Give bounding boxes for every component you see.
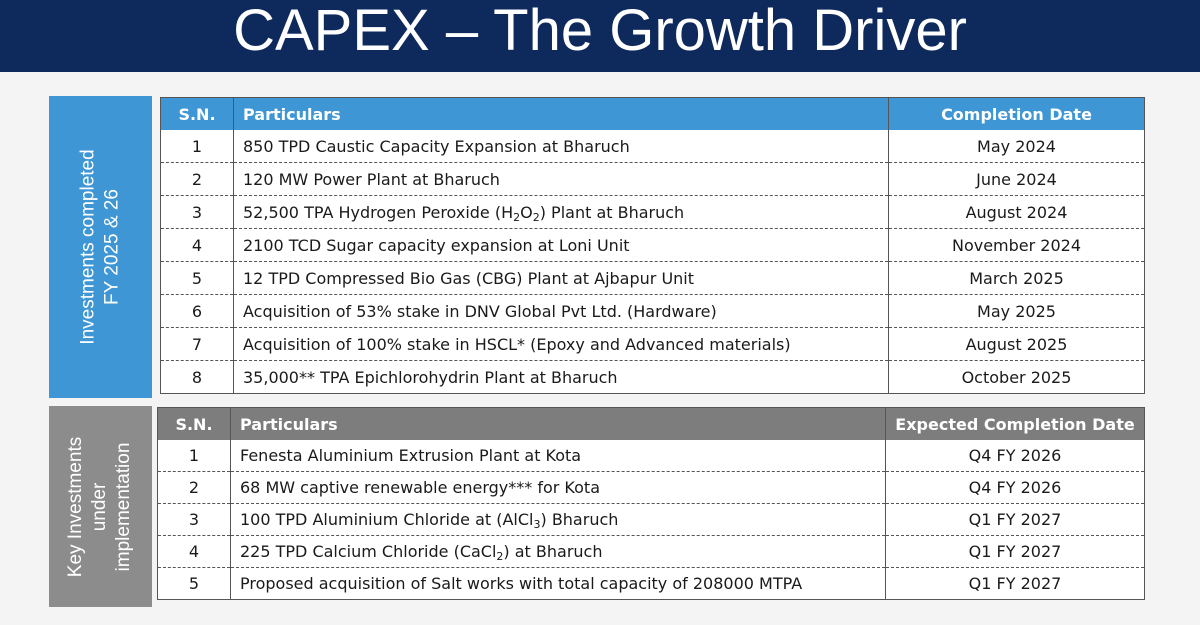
row-date: March 2025 [888, 261, 1145, 295]
row-particulars: Fenesta Aluminium Extrusion Plant at Kot… [230, 440, 886, 472]
slide-title: CAPEX – The Growth Driver [0, 0, 1200, 72]
row-particulars: 2100 TCD Sugar capacity expansion at Lon… [233, 228, 889, 262]
completed-label-line1: Investments completed [77, 149, 99, 345]
row-sn: 1 [157, 440, 231, 472]
row-sn: 3 [157, 503, 231, 536]
table-row: 6 Acquisition of 53% stake in DNV Global… [160, 294, 1145, 328]
row-particulars: 120 MW Power Plant at Bharuch [233, 162, 889, 196]
row-sn: 2 [157, 471, 231, 504]
table-row: 2 120 MW Power Plant at Bharuch June 202… [160, 162, 1145, 196]
table-row: 5 12 TPD Compressed Bio Gas (CBG) Plant … [160, 261, 1145, 295]
row-sn: 2 [160, 162, 234, 196]
implementation-investments-table: S.N. Particulars Expected Completion Dat… [157, 407, 1145, 600]
row-date: August 2024 [888, 195, 1145, 229]
row-date: Q1 FY 2027 [885, 535, 1145, 568]
implementation-label-line1: Key Investments [65, 436, 87, 577]
row-sn: 7 [160, 327, 234, 361]
row-sn: 4 [157, 535, 231, 568]
row-particulars: 35,000** TPA Epichlorohydrin Plant at Bh… [233, 360, 889, 394]
table-row: 1 850 TPD Caustic Capacity Expansion at … [160, 130, 1145, 163]
row-particulars: 12 TPD Compressed Bio Gas (CBG) Plant at… [233, 261, 889, 295]
table-header-row: S.N. Particulars Completion Date [160, 97, 1145, 130]
row-date: Q4 FY 2026 [885, 440, 1145, 472]
row-date: November 2024 [888, 228, 1145, 262]
row-particulars: 225 TPD Calcium Chloride (CaCl2) at Bhar… [230, 535, 886, 568]
implementation-label-line3: implementation [113, 442, 135, 571]
row-sn: 5 [157, 567, 231, 600]
table-row: 4 225 TPD Calcium Chloride (CaCl2) at Bh… [157, 535, 1145, 568]
table-row: 3 52,500 TPA Hydrogen Peroxide (H2O2) Pl… [160, 195, 1145, 229]
header-completion-date: Completion Date [888, 97, 1145, 130]
table-row: 3 100 TPD Aluminium Chloride at (AlCl3) … [157, 503, 1145, 536]
row-date: August 2025 [888, 327, 1145, 361]
table-row: 2 68 MW captive renewable energy*** for … [157, 471, 1145, 504]
row-date: May 2025 [888, 294, 1145, 328]
header-expected-completion-date: Expected Completion Date [885, 407, 1145, 440]
header-particulars: Particulars [230, 407, 886, 440]
table-row: 1 Fenesta Aluminium Extrusion Plant at K… [157, 440, 1145, 472]
completed-section-label: Investments completed FY 2025 & 26 [49, 96, 152, 398]
row-sn: 8 [160, 360, 234, 394]
row-particulars: Acquisition of 53% stake in DNV Global P… [233, 294, 889, 328]
header-sn: S.N. [160, 97, 234, 130]
row-sn: 5 [160, 261, 234, 295]
row-date: October 2025 [961, 367, 1072, 387]
row-date: Q1 FY 2027 [968, 574, 1062, 593]
row-particulars: 52,500 TPA Hydrogen Peroxide (H2O2) Plan… [233, 195, 889, 229]
table-row: 5 Proposed acquisition of Salt works wit… [157, 567, 1145, 600]
row-date: Q4 FY 2026 [885, 471, 1145, 504]
row-particulars: 100 TPD Aluminium Chloride at (AlCl3) Bh… [230, 503, 886, 536]
row-sn: 6 [160, 294, 234, 328]
row-particulars: 850 TPD Caustic Capacity Expansion at Bh… [233, 130, 889, 163]
table-row: 8 35,000** TPA Epichlorohydrin Plant at … [160, 360, 1145, 394]
implementation-label-line2: under [89, 482, 111, 531]
row-particulars: Proposed acquisition of Salt works with … [230, 567, 886, 600]
row-sn: 1 [160, 130, 234, 163]
table-row: 4 2100 TCD Sugar capacity expansion at L… [160, 228, 1145, 262]
completed-investments-table: S.N. Particulars Completion Date 1 850 T… [160, 97, 1145, 394]
header-sn: S.N. [157, 407, 231, 440]
header-particulars: Particulars [233, 97, 889, 130]
row-date: Q1 FY 2027 [885, 503, 1145, 536]
row-date: May 2024 [888, 130, 1145, 163]
row-particulars: Acquisition of 100% stake in HSCL* (Epox… [233, 327, 889, 361]
table-header-row: S.N. Particulars Expected Completion Dat… [157, 407, 1145, 440]
table-row: 7 Acquisition of 100% stake in HSCL* (Ep… [160, 327, 1145, 361]
row-sn: 3 [160, 195, 234, 229]
implementation-section-label: Key Investments under implementation [49, 406, 152, 607]
row-sn: 4 [160, 228, 234, 262]
row-date: June 2024 [888, 162, 1145, 196]
row-particulars: 68 MW captive renewable energy*** for Ko… [230, 471, 886, 504]
completed-label-line2: FY 2025 & 26 [101, 189, 123, 305]
